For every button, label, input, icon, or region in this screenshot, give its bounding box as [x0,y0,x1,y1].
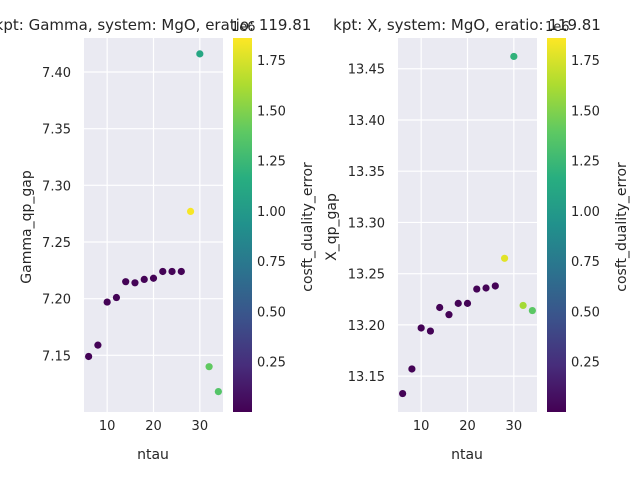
colorbar-exponent-x: 1e6 [545,20,570,35]
y-tick-label: 13.40 [348,114,385,129]
data-point [140,275,148,283]
colorbar-gamma [233,38,252,412]
y-tick-label: 7.30 [42,179,71,194]
data-point [482,284,490,292]
colorbar-tick-label: 1.00 [571,205,600,220]
y-axis-label-x: X_qp_gap [324,193,340,261]
x-tick-label: 30 [192,419,209,434]
data-point [445,311,453,319]
panel-x: 10 20 30 13.15 13.20 13.25 13.30 13.35 13.40 13.4… [324,16,630,463]
x-tick-label: 10 [99,419,116,434]
x-tick-label: 20 [145,419,162,434]
y-tick-label: 13.15 [348,370,385,385]
y-tick-label: 13.25 [348,268,385,283]
data-point [85,352,93,361]
tick-labels-gamma: 10 20 30 7.15 7.20 7.25 7.30 7.35 7.40 [42,66,208,434]
x-axis-label-x: ntau [451,447,483,463]
colorbar-ticks-gamma: 0.25 0.50 0.75 1.00 1.25 1.50 1.75 [257,54,286,371]
panel-gamma: 10 20 30 7.15 7.20 7.25 7.30 7.35 7.40 kpt: Gamm… [0,16,316,463]
y-tick-label: 13.20 [348,319,385,334]
data-point [94,341,102,349]
colorbar-tick-label: 0.50 [571,305,600,320]
data-point [168,267,176,276]
colorbar-tick-label: 1.50 [257,104,286,119]
data-point [399,389,407,398]
data-point [408,365,416,373]
points-x [399,52,536,398]
data-point [177,267,185,276]
colorbar-label-x: cosft_duality_error [614,162,630,292]
y-tick-label: 7.15 [42,349,71,364]
chart-title-x: kpt: X, system: MgO, eratio: 119.81 [333,16,601,34]
colorbar-tick-label: 0.75 [257,255,286,270]
data-point [491,282,499,290]
data-point [436,303,444,312]
colorbar-exponent-gamma: 1e6 [231,20,256,35]
colorbar-tick-label: 1.25 [257,155,286,170]
data-point [103,298,111,306]
data-point [473,285,481,293]
y-tick-label: 13.30 [348,216,385,231]
data-point [426,327,435,335]
colorbar-tick-label: 0.75 [571,255,600,270]
colorbar-tick-label: 0.25 [571,356,600,371]
colorbar-label-gamma: cosft_duality_error [300,162,316,292]
x-tick-label: 20 [459,419,476,434]
colorbar-x [547,38,566,412]
points-gamma [85,50,222,396]
tick-labels-x: 10 20 30 13.15 13.20 13.25 13.30 13.35 13.40 13.4… [348,63,522,434]
y-tick-label: 7.20 [42,293,71,308]
data-point [186,207,195,215]
x-axis-label-gamma: ntau [137,447,169,463]
colorbar-tick-label: 1.75 [571,54,600,69]
colorbar-ticks-x: 0.25 0.50 0.75 1.00 1.25 1.50 1.75 [571,54,600,371]
y-tick-label: 13.35 [348,165,385,180]
x-tick-label: 30 [506,419,523,434]
data-point [417,324,425,332]
data-point [519,301,527,310]
data-point [112,293,121,302]
gridlines-gamma [84,38,223,412]
data-point [205,363,213,371]
colorbar-tick-label: 0.50 [257,305,286,320]
data-point [463,299,472,307]
x-tick-label: 10 [413,419,430,434]
y-tick-label: 7.35 [42,123,71,138]
colorbar-tick-label: 1.25 [571,155,600,170]
data-point [122,278,130,286]
data-point [214,388,222,396]
data-point [159,267,167,276]
chart-title-gamma: kpt: Gamma, system: MgO, eratio: 119.81 [0,16,311,34]
gridlines-x [398,38,537,412]
colorbar-tick-label: 1.50 [571,104,600,119]
y-axis-label-gamma: Gamma_qp_gap [19,170,35,284]
colorbar-tick-label: 1.75 [257,54,286,69]
data-point [510,52,518,61]
y-tick-label: 7.40 [42,66,71,81]
data-point [500,254,509,262]
data-point [454,299,462,307]
colorbar-tick-label: 1.00 [257,205,286,220]
colorbar-tick-label: 0.25 [257,356,286,371]
data-point [528,306,536,315]
y-tick-label: 7.25 [42,236,71,251]
data-point [149,274,158,282]
y-tick-label: 13.45 [348,63,385,78]
data-point [131,279,139,287]
data-point [196,50,204,58]
